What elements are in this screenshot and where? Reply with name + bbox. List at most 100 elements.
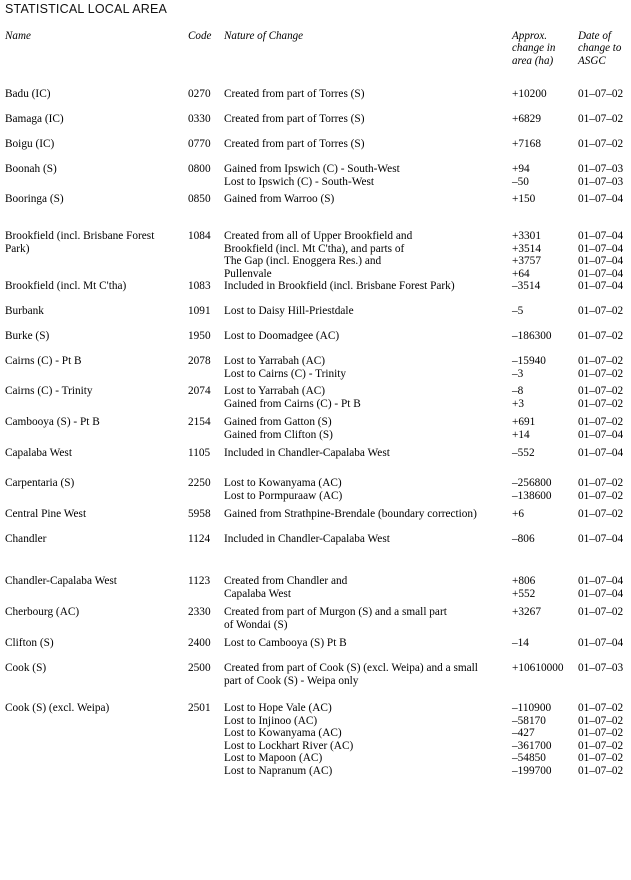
approx-change-in-area: +3757 (512, 255, 541, 268)
nature-of-change: Gained from Cairns (C) - Pt B (224, 397, 361, 410)
nature-of-change: Lost to Lockhart River (AC) (224, 739, 354, 752)
approx-change-in-area: +3514 (512, 242, 541, 255)
date-of-change: 01–07–04 (578, 533, 624, 545)
column-header-date-line2: change to (578, 42, 622, 55)
nature-of-change: Lost to Hope Vale (AC) (224, 702, 332, 714)
date-of-change: 01–07–04 (578, 587, 624, 600)
sla-name: Burbank (5, 305, 44, 317)
sla-name: Chandler (5, 533, 47, 545)
sla-name: Cairns (C) - Trinity (5, 385, 93, 397)
nature-of-change: Gained from Warroo (S) (224, 193, 335, 205)
date-of-change: 01–07–04 (578, 255, 624, 268)
date-of-change: 01–07–02 (578, 508, 624, 520)
sla-name: Brookfield (incl. Brisbane Forest (5, 230, 155, 242)
sla-code: 1124 (188, 533, 211, 545)
table-header-row: Name Code Nature of Change Approx. chang… (0, 30, 631, 84)
sla-name: Clifton (S) (5, 637, 54, 649)
date-of-change: 01–07–04 (578, 242, 624, 255)
nature-of-change: Lost to Cairns (C) - Trinity (224, 367, 347, 380)
nature-of-change: Included in Brookfield (incl. Brisbane F… (224, 280, 455, 292)
date-of-change: 01–07–04 (578, 280, 624, 292)
date-of-change: 01–07–04 (578, 637, 624, 649)
nature-of-change: of Wondai (S) (224, 618, 288, 631)
column-header-code: Code (188, 30, 212, 42)
sla-code: 1084 (188, 230, 211, 242)
approx-change-in-area: +806 (512, 575, 536, 587)
sla-code: 0800 (188, 163, 211, 175)
date-of-change: 01–07–04 (578, 447, 624, 459)
sla-name: Boonah (S) (5, 163, 57, 175)
date-of-change: 01–07–02 (578, 702, 624, 714)
sla-name: Central Pine West (5, 508, 87, 520)
date-of-change: 01–07–04 (578, 267, 624, 280)
nature-of-change: Created from part of Torres (S) (224, 88, 365, 100)
approx-change-in-area: –14 (512, 637, 529, 649)
page-title: STATISTICAL LOCAL AREA (5, 2, 168, 16)
approx-change-in-area: –138600 (512, 489, 552, 502)
column-header-date-line3: ASGC (578, 54, 606, 67)
nature-of-change: Gained from Gatton (S) (224, 416, 332, 428)
date-of-change: 01–07–04 (578, 428, 624, 441)
date-of-change: 01–07–02 (578, 416, 624, 428)
approx-change-in-area: –256800 (512, 477, 552, 489)
date-of-change: 01–07–02 (578, 113, 624, 125)
date-of-change: 01–07–03 (578, 175, 624, 188)
sla-name: Booringa (S) (5, 193, 64, 205)
approx-change-in-area: +6 (512, 508, 525, 520)
date-of-change: 01–07–02 (578, 397, 624, 410)
date-of-change: 01–07–02 (578, 606, 624, 618)
sla-name: Cairns (C) - Pt B (5, 355, 82, 367)
nature-of-change: Created from part of Torres (S) (224, 113, 365, 125)
approx-change-in-area: –806 (512, 533, 535, 545)
date-of-change: 01–07–04 (578, 230, 624, 242)
approx-change-in-area: +64 (512, 267, 530, 280)
date-of-change: 01–07–03 (578, 662, 624, 674)
approx-change-in-area: –427 (512, 727, 535, 740)
date-of-change: 01–07–02 (578, 355, 624, 367)
sla-name: Cook (S) (excl. Weipa) (5, 702, 110, 714)
nature-of-change: part of Cook (S) - Weipa only (224, 674, 359, 687)
approx-change-in-area: +7168 (512, 138, 541, 150)
approx-change-in-area: –552 (512, 447, 535, 459)
approx-change-in-area: +3267 (512, 606, 541, 618)
approx-change-in-area: –15940 (512, 355, 546, 367)
nature-of-change: The Gap (incl. Enoggera Res.) and (224, 255, 382, 268)
sla-code: 1950 (188, 330, 211, 342)
approx-change-in-area: –3 (512, 367, 524, 380)
date-of-change: 01–07–02 (578, 305, 624, 317)
sla-name: Cambooya (S) - Pt B (5, 416, 100, 428)
date-of-change: 01–07–03 (578, 163, 624, 175)
sla-code: 2501 (188, 702, 211, 714)
column-header-area-line3: area (ha) (512, 54, 554, 67)
nature-of-change: Created from part of Cook (S) (excl. Wei… (224, 662, 478, 674)
date-of-change: 01–07–02 (578, 367, 624, 380)
approx-change-in-area: –8 (512, 385, 524, 397)
approx-change-in-area: +14 (512, 428, 530, 441)
sla-name: Badu (IC) (5, 88, 51, 100)
nature-of-change: Lost to Yarrabah (AC) (224, 385, 326, 397)
nature-of-change: Gained from Clifton (S) (224, 428, 333, 441)
sla-code: 1091 (188, 305, 211, 317)
approx-change-in-area: +3 (512, 397, 525, 410)
date-of-change: 01–07–02 (578, 385, 624, 397)
nature-of-change: Lost to Kowanyama (AC) (224, 727, 342, 740)
nature-of-change: Brookfield (incl. Mt C'tha), and parts o… (224, 242, 405, 255)
slas-change-table: Name Code Nature of Change Approx. chang… (0, 30, 631, 777)
nature-of-change: Created from part of Torres (S) (224, 138, 365, 150)
approx-change-in-area: –199700 (512, 765, 552, 777)
date-of-change: 01–07–02 (578, 765, 624, 777)
sla-name-continued: Park) (5, 242, 30, 255)
column-header-area: Approx. change in area (ha) (512, 30, 576, 67)
column-header-date-line1: Date of (578, 30, 611, 42)
sla-name: Boigu (IC) (5, 138, 55, 150)
sla-code: 0850 (188, 193, 211, 205)
sla-code: 2330 (188, 606, 211, 618)
approx-change-in-area: +94 (512, 163, 530, 175)
sla-name: Carpentaria (S) (5, 477, 75, 489)
approx-change-in-area: –361700 (512, 739, 552, 752)
date-of-change: 01–07–02 (578, 477, 624, 489)
sla-code: 2250 (188, 477, 211, 489)
approx-change-in-area: –110900 (512, 702, 552, 714)
nature-of-change: Lost to Napranum (AC) (224, 765, 333, 777)
